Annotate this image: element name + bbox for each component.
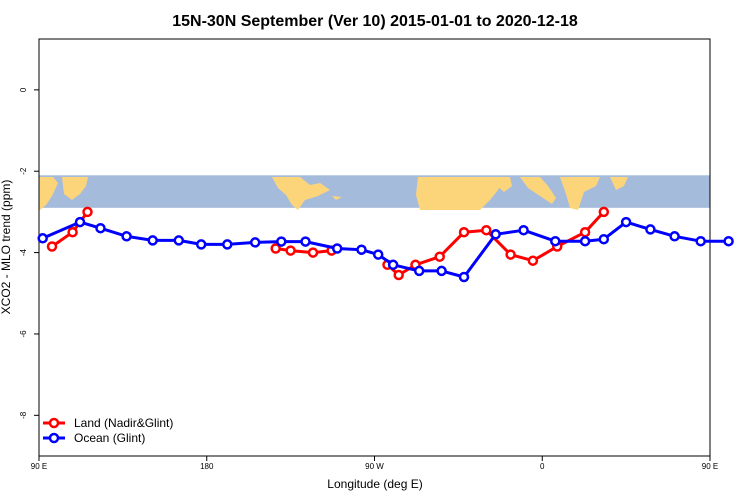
legend-label-land: Land (Nadir&Glint)	[74, 416, 173, 430]
y-tick-label: -4	[19, 248, 28, 256]
data-point	[82, 206, 93, 218]
data-point	[550, 235, 561, 247]
x-tick-label: 90 W	[365, 462, 384, 471]
data-point	[620, 216, 632, 228]
map-band	[39, 175, 710, 210]
data-point	[95, 222, 106, 234]
data-point	[436, 265, 447, 277]
data-point	[723, 235, 734, 247]
data-point	[147, 235, 158, 246]
x-axis: 90 E 180 90 W 0 90 E	[31, 456, 718, 471]
map-land	[272, 177, 330, 210]
x-tick-label: 90 E	[702, 462, 718, 471]
map-land	[610, 177, 628, 190]
data-point	[300, 236, 311, 247]
map-land	[416, 177, 505, 210]
series-line	[275, 247, 332, 255]
data-point	[74, 216, 86, 228]
y-tick-label: -6	[19, 330, 28, 338]
x-tick-label: 180	[200, 462, 214, 471]
data-point	[505, 249, 516, 260]
data-point	[173, 235, 185, 246]
map-ocean	[39, 175, 710, 208]
data-point	[285, 245, 296, 256]
data-point	[458, 226, 470, 238]
data-point	[481, 224, 492, 236]
data-point	[458, 271, 470, 283]
y-tick-label: 0	[19, 87, 28, 92]
data-point	[249, 237, 261, 248]
series-layer	[37, 206, 734, 283]
data-point	[527, 255, 539, 266]
data-point	[393, 269, 404, 281]
data-point	[67, 226, 78, 238]
data-point	[598, 206, 610, 218]
data-point	[645, 224, 656, 235]
series-line	[42, 220, 729, 279]
data-point	[579, 226, 591, 238]
data-point	[490, 229, 501, 240]
map-land	[62, 177, 88, 200]
data-point	[356, 244, 367, 255]
map-land	[520, 177, 556, 204]
data-point	[270, 243, 281, 254]
data-point	[372, 249, 384, 260]
x-axis-label: Longitude (deg E)	[327, 477, 422, 491]
data-point	[434, 251, 445, 262]
data-point	[669, 231, 680, 242]
chart-title: 15N-30N September (Ver 10) 2015-01-01 to…	[172, 13, 578, 30]
series-ocean	[37, 216, 734, 283]
data-point	[307, 247, 319, 258]
map-land	[332, 196, 342, 200]
data-point	[276, 236, 287, 247]
data-point	[695, 235, 706, 247]
data-point	[222, 239, 233, 250]
series-land	[46, 206, 610, 281]
legend-marker-land	[48, 417, 60, 429]
y-axis: 0 -2 -4 -6 -8	[19, 87, 39, 419]
y-tick-label: -8	[19, 411, 28, 419]
x-tick-label: 90 E	[31, 462, 47, 471]
y-tick-label: -2	[19, 167, 28, 175]
data-point	[518, 224, 529, 236]
plot-frame	[38, 38, 711, 457]
legend-label-ocean: Ocean (Glint)	[74, 431, 145, 445]
data-point	[331, 243, 343, 254]
data-point	[598, 233, 610, 245]
x-tick-label: 0	[540, 462, 545, 471]
y-axis-label: XCO2 - MLO trend (ppm)	[0, 180, 13, 315]
legend-marker-ocean	[48, 432, 60, 444]
map-land	[560, 177, 600, 210]
map-land	[39, 177, 58, 210]
data-point	[46, 241, 58, 252]
data-point	[413, 265, 425, 277]
data-point	[579, 235, 591, 247]
legend: Land (Nadir&Glint) Ocean (Glint)	[43, 416, 173, 445]
map-land	[495, 177, 512, 192]
data-point	[195, 239, 207, 250]
data-point	[387, 259, 399, 271]
data-point	[121, 231, 132, 242]
data-point	[37, 233, 48, 244]
